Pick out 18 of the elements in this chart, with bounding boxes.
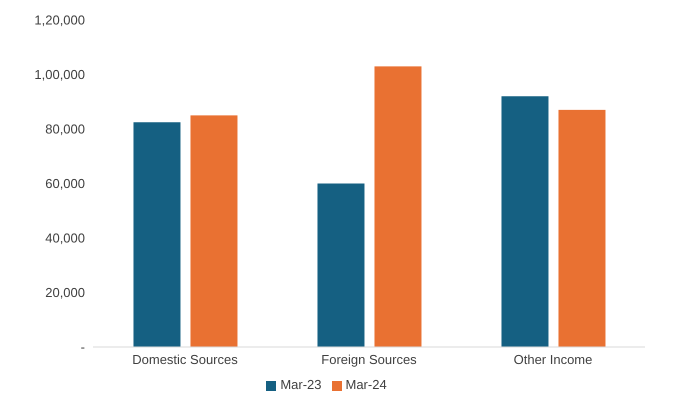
bar: [133, 122, 180, 347]
bar: [374, 66, 422, 347]
bar: [190, 115, 238, 347]
y-tick-label: 1,20,000: [34, 12, 85, 28]
y-tick-label: 80,000: [45, 122, 85, 137]
bar: [317, 184, 364, 347]
y-tick-label: 60,000: [45, 176, 85, 192]
x-tick-label: Foreign Sources: [321, 352, 418, 368]
bar: [501, 96, 548, 347]
bar: [558, 110, 606, 347]
legend-label: Mar-24: [346, 377, 387, 392]
y-tick-label: 40,000: [45, 230, 85, 246]
legend-label: Mar-23: [280, 377, 322, 392]
x-tick-label: Other Income: [514, 352, 592, 368]
y-tick-label: 20,000: [45, 285, 85, 300]
x-tick-label: Domestic Sources: [132, 352, 238, 368]
y-tick-label: -: [80, 340, 85, 355]
y-tick-label: 1,00,000: [34, 67, 85, 82]
